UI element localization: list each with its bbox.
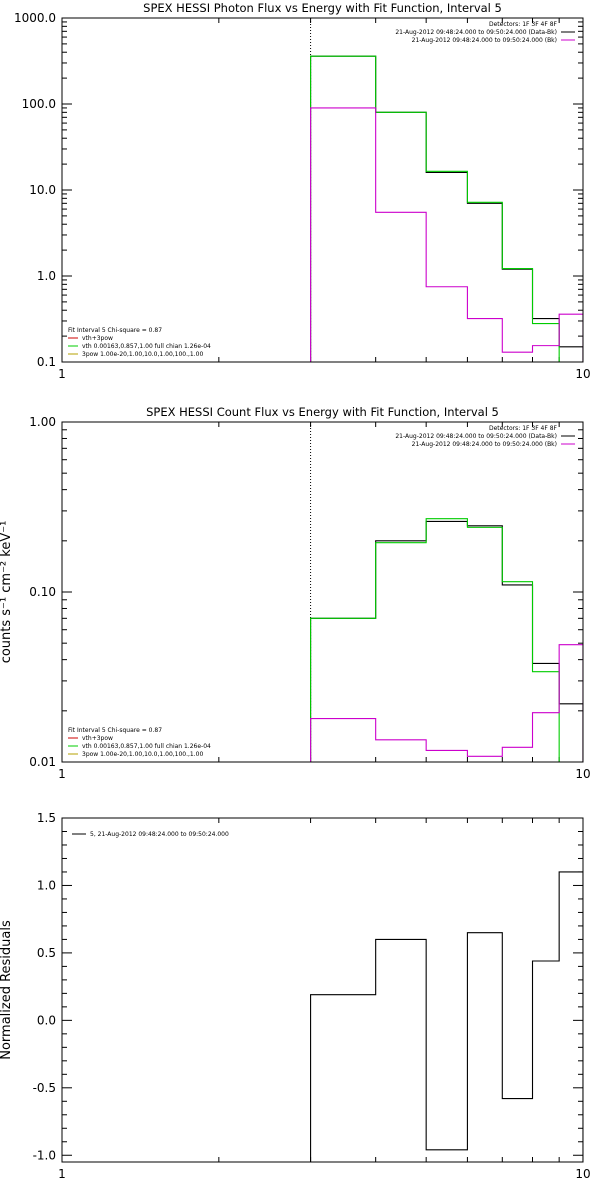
series-group [310,55,583,362]
y-tick-label: 10.0 [29,183,56,197]
series-2-step [310,518,583,762]
x-tick-label: 1 [58,367,66,381]
chart-title: SPEX HESSI Count Flux vs Energy with Fit… [146,405,499,419]
legend-top-entry: 21-Aug-2012 09:48:24.000 to 09:50:24.000… [395,433,557,440]
y-tick-label: 1.0 [37,269,56,283]
series-2-step [310,55,583,362]
x-tick-label: 10 [575,767,590,781]
series-1-step [310,55,583,362]
legend-top-entry: 21-Aug-2012 09:48:24.000 to 09:50:24.000… [412,441,557,448]
plot-frame [61,17,584,363]
legend-bottom-entry: Fit Interval 5 Chi-square = 0.87 [68,727,162,734]
x-tick-label: 1 [58,767,66,781]
y-tick-label: -1.0 [33,1148,56,1162]
y-axis-label: Normalized Residuals [0,920,14,1060]
legend-entry: 5, 21-Aug-2012 09:48:24.000 to 09:50:24.… [90,831,229,838]
legend-bottom-entry: vth+3pow [82,335,113,342]
legend-top-entry: 21-Aug-2012 09:48:24.000 to 09:50:24.000… [395,29,557,36]
x-tick-label: 10 [575,1167,590,1181]
y-axis-label: counts s⁻¹ cm⁻² keV⁻¹ [0,521,14,664]
series-3-step [310,107,583,362]
legend-bottom-entry: 3pow 1.00e-20,1.00,10.0,1.00,100.,1.00 [82,351,203,358]
y-tick-label: 1000.0 [14,11,56,25]
chart-title: SPEX HESSI Photon Flux vs Energy with Fi… [143,1,502,15]
chart-panel-3: Normalized Residuals 1 10 -1.0 -0.5 0.0 0.5 1.0… [0,811,591,1181]
legend-bottom-entry: 3pow 1.00e-20,1.00,10.0,1.00,100.,1.00 [82,751,203,758]
x-tick-label: 1 [58,1167,66,1181]
y-tick-label: 1.5 [37,811,56,825]
series-group [310,518,583,762]
x-tick-label: 10 [575,367,590,381]
series-1-step [310,871,583,1162]
series-3-step [310,644,583,762]
chart-panel-1: SPEX HESSI Photon Flux vs Energy with Fi… [14,1,591,381]
y-tick-label: -0.5 [33,1081,56,1095]
legend-bottom-entry: vth 0.00163,0.857,1.00 full chian 1.26e-… [82,343,211,350]
series-group [310,871,583,1162]
plot-frame [61,421,584,763]
series-1-step [310,520,583,762]
y-tick-label: 0.10 [29,585,56,599]
legend-bottom-entry: vth 0.00163,0.857,1.00 full chian 1.26e-… [82,743,211,750]
y-tick-label: 100.0 [22,97,56,111]
legend-bottom-entry: Fit Interval 5 Chi-square = 0.87 [68,327,162,334]
y-tick-label: 0.5 [37,946,56,960]
plot-frame [61,817,584,1163]
legend-top-entry: Detectors: 1F 3F 4F 8F [489,425,558,432]
chart-panel-2: SPEX HESSI Count Flux vs Energy with Fit… [0,405,591,781]
y-tick-label: 1.00 [29,415,56,429]
legend-bottom-entry: vth+3pow [82,735,113,742]
y-tick-label: 0.01 [29,755,56,769]
y-tick-label: 0.0 [37,1013,56,1027]
legend-top-entry: Detectors: 1F 3F 4F 8F [489,21,558,28]
y-tick-label: 0.1 [37,355,56,369]
y-tick-label: 1.0 [37,878,56,892]
legend-top-entry: 21-Aug-2012 09:48:24.000 to 09:50:24.000… [412,37,557,44]
